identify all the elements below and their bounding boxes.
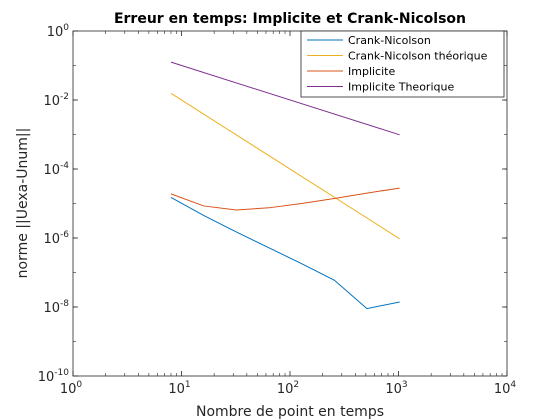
- x-tick-label: 100: [60, 380, 83, 397]
- y-tick-label: 10-2: [43, 92, 69, 109]
- legend-label: Implicite: [348, 65, 395, 78]
- y-tick-label: 10-10: [38, 368, 70, 385]
- x-tick-label: 103: [385, 380, 407, 397]
- y-tick-label: 100: [47, 23, 70, 40]
- legend-box: [300, 30, 505, 98]
- x-tick-label: 102: [277, 380, 299, 397]
- series-line-4: [170, 61, 400, 136]
- series-line-3: [170, 187, 400, 211]
- series-layer: [170, 61, 400, 310]
- legend-label: Crank-Nicolson: [348, 34, 431, 47]
- y-axis-title: norme ||Uexa-Unum||: [15, 128, 31, 279]
- x-tick-label: 104: [494, 380, 517, 397]
- y-tick-label: 10-4: [43, 161, 69, 178]
- y-tick-label: 10-6: [43, 230, 69, 247]
- series-line-1: [170, 196, 400, 310]
- axes-layer: 100 101 102 103 104 10-10 10-8 10-6 10-4 10-2 100: [38, 23, 517, 397]
- series-line-2: [170, 92, 400, 240]
- y-tick-label: 10-8: [43, 299, 69, 316]
- legend-label: Crank-Nicolson théorique: [348, 50, 488, 63]
- legend-label: Implicite Theorique: [348, 81, 454, 94]
- chart-title: Erreur en temps: Implicite et Crank-Nico…: [114, 11, 466, 27]
- legend: Crank-Nicolson Crank-Nicolson théorique Im…: [300, 30, 505, 98]
- x-tick-label: 101: [168, 380, 190, 397]
- x-axis-title: Nombre de point en temps: [196, 404, 384, 420]
